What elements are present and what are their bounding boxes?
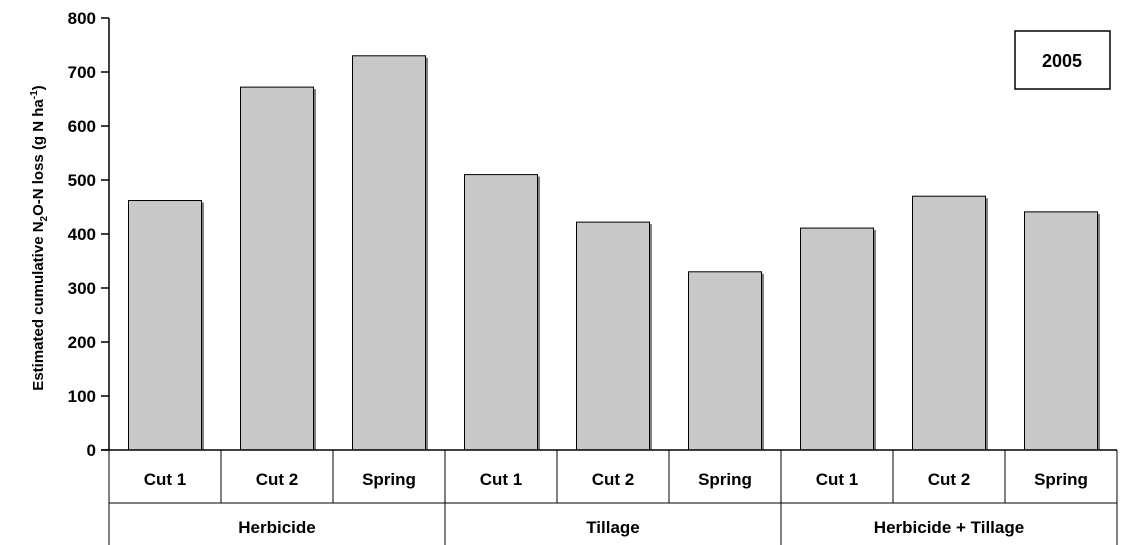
bar [800,227,876,451]
y-tick-label: 700 [68,63,96,82]
bar-fill [912,195,986,451]
y-tick-label: 500 [68,171,96,190]
bar-fill [800,227,874,451]
bar [912,195,988,451]
y-tick-label: 200 [68,333,96,352]
y-tick-label: 0 [87,441,96,460]
x-tick-label: Cut 2 [592,470,635,489]
x-tick-label: Cut 1 [144,470,187,489]
bar-fill [688,271,762,451]
bar [576,221,652,451]
bar [464,174,540,451]
x-tick-label: Spring [698,470,752,489]
y-axis-label-part-1: Estimated cumulative N [30,221,47,390]
x-axis: Cut 1 Cut 2 Spring Cut 1 Cut 2 Spring Cut 1 Cut… [101,449,1118,545]
bar [128,200,204,451]
y-axis-label-part-2: O-N loss (g N ha [30,99,47,216]
bars [128,55,1100,451]
bar [240,86,316,451]
x-tick-label: Cut 2 [256,470,299,489]
x-tick-label: Cut 2 [928,470,971,489]
y-axis-label-superscript: -1 [29,90,40,99]
bar [688,271,764,451]
legend-box-frame [1014,30,1111,90]
y-axis-label-subscript: 2 [39,215,50,221]
group-label: Herbicide + Tillage [874,518,1024,537]
bar [1024,211,1100,451]
y-axis: 0 100 200 300 400 500 600 700 800 [68,9,110,460]
y-tick-label: 100 [68,387,96,406]
y-axis-label-part-3: ) [30,85,47,90]
y-tick-label: 600 [68,117,96,136]
x-tick-label: Cut 1 [816,470,859,489]
x-tick-label: Spring [362,470,416,489]
bar-fill [1024,211,1098,451]
x-tick-label: Spring [1034,470,1088,489]
y-tick-label: 400 [68,225,96,244]
y-tick-label: 800 [68,9,96,28]
x-tick-label: Cut 1 [480,470,523,489]
y-tick-label: 300 [68,279,96,298]
group-label: Herbicide [238,518,315,537]
bar [352,55,428,451]
bar-fill [576,221,650,451]
legend-box: 2005 [1014,30,1111,90]
legend-box-text: 2005 [1042,51,1082,71]
group-label: Tillage [586,518,640,537]
y-axis-label: Estimated cumulative N2O-N loss (g N ha-… [29,85,50,390]
bar-fill [128,200,202,451]
bar-fill [240,86,314,451]
bar-fill [464,174,538,451]
bar-fill [352,55,426,451]
